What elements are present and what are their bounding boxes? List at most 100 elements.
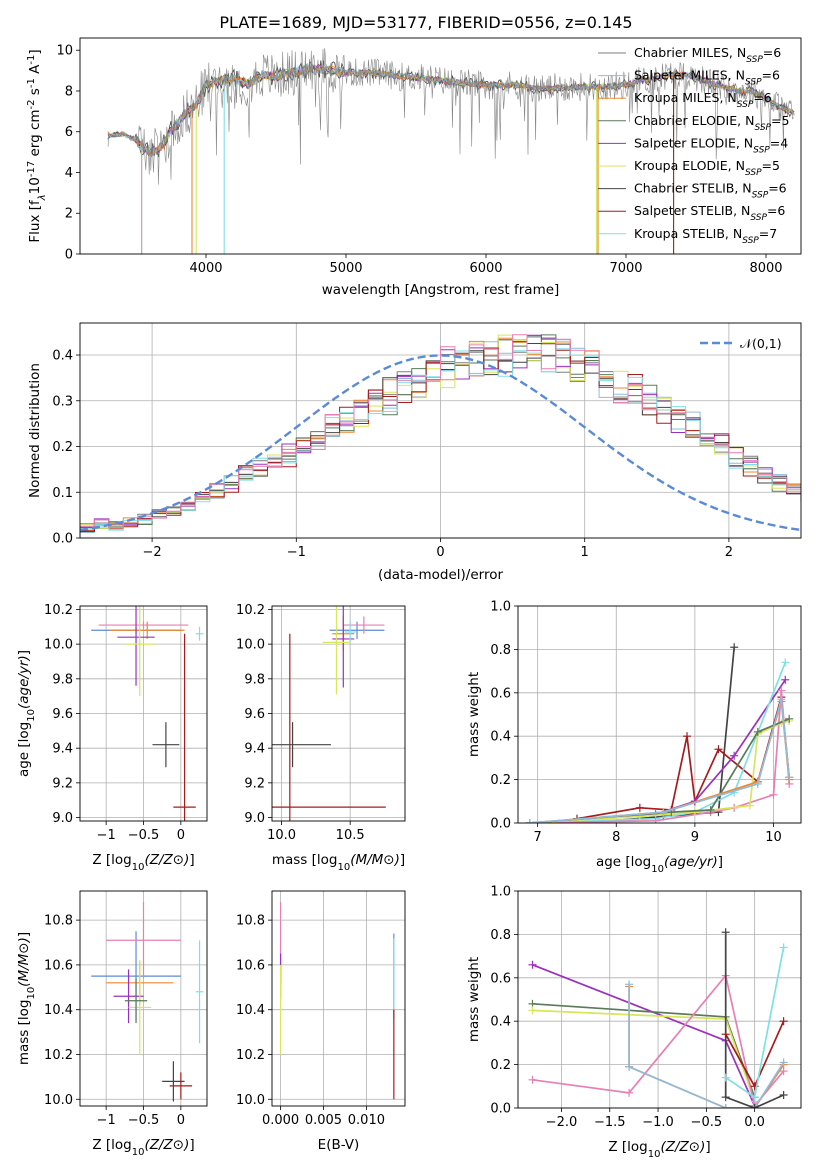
legend-text: =5 [762,158,780,173]
label-part: ] [189,1137,194,1153]
plus-marker [781,658,790,667]
legend-entry: Salpeter MILES, NSSP=6 [634,68,780,88]
x-tick-label: 0.005 [305,1113,342,1128]
x-tick-label: 0.010 [348,1113,385,1128]
mass-weight-vs-metallicity-panel: −2.0 −1.5 −1.0 −0.5 0.0 0.0 0.2 0.4 0.6 0.8 1.0 Z [… [466,885,802,1160]
errorbar-point [169,1072,193,1100]
grid [80,606,207,821]
y-tick-label: 0.4 [52,349,73,364]
x-axis-label: Z [log10(Z/Z⊙)] [92,1137,194,1158]
y-axis-label: Flux [fλ10-17 erg cm-2 s-1 A-1] [26,49,48,242]
y-tick-label: 0.4 [490,730,511,745]
plus-marker [721,1030,730,1039]
x-tick-label: 7 [534,830,542,845]
legend-entry: 𝒩(0,1) [740,336,782,351]
plus-marker [635,803,644,812]
plus-marker [779,943,788,952]
legend-text: SSP [746,55,763,65]
page-title: PLATE=1689, MJD=53177, FIBERID=0556, z=0… [219,13,632,32]
x-tick-label: 6000 [469,261,502,276]
label-part: ] [16,932,32,937]
y-tick-label: 0.8 [490,643,511,658]
label-part: (age/yr) [16,655,32,709]
legend-entry: Kroupa MILES, NSSP=6 [634,90,772,110]
x-axis-label: age [log10(age/yr)] [596,854,723,875]
age-vs-metallicity-panel: −1 −0.5 09.09.29.49.69.810.010.2Z [log10(Z… [16,603,208,873]
legend-entry: Chabrier MILES, NSSP=6 [634,45,781,65]
x-tick-label: −2.0 [546,1115,578,1130]
plus-marker [779,1090,788,1099]
errorbar-point [322,606,351,695]
line-series [628,984,785,1108]
y-tick-label: 9.6 [244,707,265,722]
plus-marker [777,686,786,695]
x-tick-label: 8000 [749,261,782,276]
axes-frame [79,322,802,539]
errorbar-point [173,633,196,821]
axes-frame [79,605,208,822]
y-tick-label: 10.8 [236,914,265,929]
legend-text: SSP [737,100,754,110]
plus-marker [730,643,739,652]
x-tick-label: −1.0 [642,1115,674,1130]
plus-marker [659,808,668,817]
label-part: -2 [26,99,37,109]
axes-frame [79,37,802,255]
label-part: (M/M⊙) [350,852,400,868]
y-tick-label: 9.8 [52,672,73,687]
x-tick-label: 8 [612,830,620,845]
y-tick-label: 0.2 [490,1058,511,1073]
x-tick-label: −0.5 [128,828,160,843]
mass-vs-extinction-panel: 0.000 0.005 0.010 10.0 10.2 10.4 10.6 10.8 E(B-V… [236,890,406,1153]
y-tick-label: 9.0 [52,811,73,826]
y-tick-label: 10.6 [236,958,265,973]
legend-entry: Chabrier STELIB, NSSP=6 [634,181,787,201]
x-tick-label: 5000 [329,261,362,276]
x-tick-label: −1 [97,1113,116,1128]
y-tick-label: 8 [65,84,73,99]
y-tick-label: 1.0 [490,885,511,900]
residual-histogram-panel: −2 −1 0 1 2 0.0 0.1 0.2 0.3 0.4 𝒩(0,1) (data-model)… [27,322,802,583]
y-tick-label: 9.2 [52,776,73,791]
label-part: 10 [132,862,145,873]
y-tick-label: 6 [65,125,73,140]
label-part: ] [718,854,723,870]
axes-frame [79,890,208,1107]
y-tick-label: 10.4 [44,1003,73,1018]
label-part: ] [400,852,405,868]
x-tick-label: 1 [581,545,589,560]
label-part: 10 [27,177,43,194]
label-part: erg cm [27,109,43,160]
errorbar-point [195,940,204,1044]
line-series [532,1009,756,1102]
legend-text: =6 [763,45,781,60]
y-tick-label: 0 [65,248,73,263]
plus-marker [625,1088,634,1097]
y-tick-label: 0.8 [490,928,511,943]
label-part: -17 [26,161,37,177]
legend-text: Kroupa MILES, N [634,90,737,105]
label-part: Flux [f [27,199,43,243]
plus-marker [779,1058,788,1067]
axes-frame [271,890,406,1107]
legend-entry: Kroupa ELODIE, NSSP=5 [634,158,780,178]
label-part: age [log [16,722,32,777]
label-part: Z [log [608,1139,647,1155]
x-tick-label: 10 [765,830,782,845]
legend-text: Salpeter MILES, N [634,68,745,83]
histogram-series [80,334,801,538]
label-part: A [27,64,43,78]
plus-marker [781,675,790,684]
plus-marker [750,1093,759,1102]
label-part: ] [189,852,194,868]
plot-area [525,643,794,823]
plot-area [279,902,395,1100]
spectrum-panel: 4000 5000 6000 7000 8000 0 2 4 6 8 10 wavelength [A… [26,37,802,298]
legend-text: SSP [745,168,762,178]
y-tick-label: 9.6 [52,707,73,722]
y-tick-label: 10.2 [44,603,73,618]
legend-entry: Chabrier ELODIE, NSSP=5 [634,113,789,133]
label-part: (M/M⊙) [16,937,32,987]
x-tick-label: −0.5 [128,1113,160,1128]
